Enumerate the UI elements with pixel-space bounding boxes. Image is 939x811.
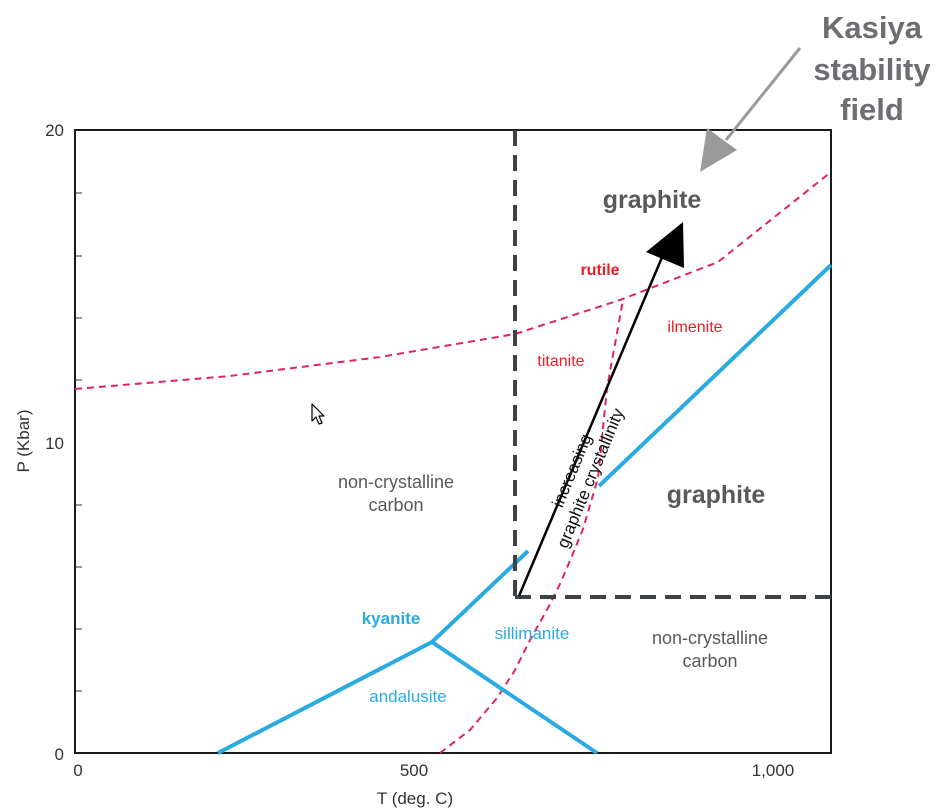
- label-sillimanite: sillimanite: [495, 624, 570, 643]
- label-non-crystalline-left-1: non-crystalline: [338, 472, 454, 492]
- graphite-boundary: [597, 263, 833, 488]
- label-andalusite: andalusite: [369, 687, 447, 706]
- upper-red-boundary: [74, 171, 832, 390]
- y-axis-label: P (Kbar): [14, 410, 33, 473]
- plot-frame: [74, 129, 832, 754]
- label-kyanite: kyanite: [362, 609, 421, 628]
- label-titanite: titanite: [537, 353, 584, 370]
- lower-red-boundary: [439, 299, 624, 754]
- andalusite-sillimanite-boundary: [430, 640, 599, 755]
- y-minor-ticks: [75, 192, 82, 692]
- mouse-pointer-icon: [311, 403, 325, 425]
- callout-arrowhead: [700, 128, 737, 172]
- label-graphite-right: graphite: [667, 481, 766, 509]
- andalusite-kyanite-boundary: [217, 640, 433, 755]
- x-tick-1000: 1,000: [752, 761, 795, 780]
- callout-arrow: [700, 47, 802, 172]
- y-tick-20: 20: [45, 121, 64, 140]
- label-graphite-upper: graphite: [603, 186, 702, 214]
- crystallinity-arrowhead: [646, 222, 684, 268]
- x-tick-0: 0: [73, 761, 82, 780]
- crystallinity-arrow: [517, 233, 673, 597]
- label-rutile: rutile: [580, 262, 619, 279]
- label-non-crystalline-left-2: carbon: [368, 495, 423, 515]
- y-tick-10: 10: [45, 434, 64, 453]
- callout-line3: field: [840, 92, 904, 127]
- label-ilmenite: ilmenite: [667, 319, 722, 336]
- label-non-crystalline-right-2: carbon: [682, 651, 737, 671]
- callout-line1: Kasiya: [822, 10, 923, 45]
- kyanite-sillimanite-boundary: [430, 549, 530, 644]
- y-tick-0: 0: [55, 745, 64, 764]
- label-non-crystalline-right-1: non-crystalline: [652, 628, 768, 648]
- x-axis-label: T (deg. C): [377, 789, 453, 808]
- x-tick-500: 500: [400, 761, 428, 780]
- stability-box: [513, 130, 831, 599]
- callout-line2: stability: [813, 52, 931, 87]
- aluminosilicate-boundaries: [217, 263, 833, 755]
